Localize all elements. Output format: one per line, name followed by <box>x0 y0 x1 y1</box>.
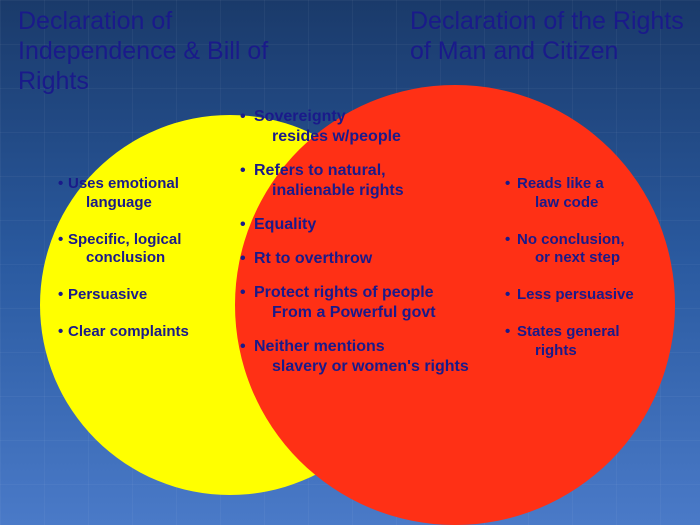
list-item: Less persuasive <box>505 286 675 305</box>
list-item: No conclusion,or next step <box>505 231 675 269</box>
list-item: Uses emotionallanguage <box>60 175 230 213</box>
list-item: Clear complaints <box>60 323 230 342</box>
venn-right-list: Reads like alaw code No conclusion,or ne… <box>505 175 675 378</box>
list-item: Persuasive <box>60 286 230 305</box>
list-item: Equality <box>240 215 470 235</box>
list-item: States generalrights <box>505 323 675 361</box>
list-item: Protect rights of peopleFrom a Powerful … <box>240 283 470 323</box>
venn-middle-list: Sovereigntyresides w/people Refers to na… <box>240 107 470 391</box>
list-item: Sovereigntyresides w/people <box>240 107 470 147</box>
list-item: Reads like alaw code <box>505 175 675 213</box>
list-item: Refers to natural,inalienable rights <box>240 161 470 201</box>
title-right: Declaration of the Rights of Man and Cit… <box>410 6 690 66</box>
list-item: Neither mentionsslavery or women's right… <box>240 337 470 377</box>
venn-left-list: Uses emotionallanguage Specific, logical… <box>60 175 230 360</box>
list-item: Specific, logicalconclusion <box>60 231 230 269</box>
title-left: Declaration of Independence & Bill of Ri… <box>18 6 298 96</box>
list-item: Rt to overthrow <box>240 249 470 269</box>
